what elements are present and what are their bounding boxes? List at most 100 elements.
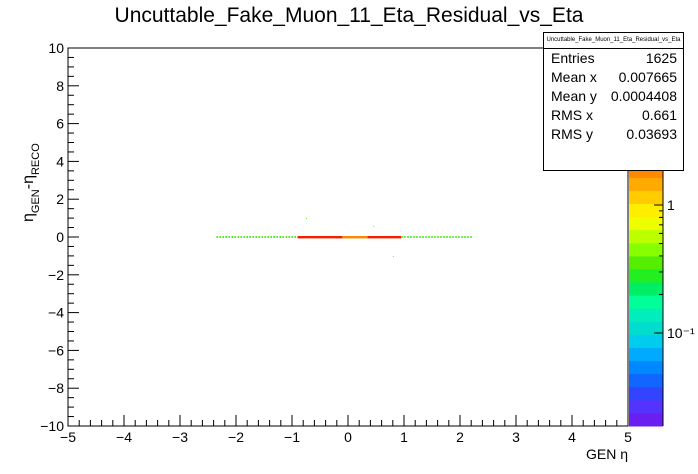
heatmap-cell (416, 236, 418, 238)
heatmap-cell (237, 236, 239, 238)
heatmap-cell (440, 236, 442, 238)
heatmap-cell (267, 236, 269, 238)
heatmap-cell (243, 236, 245, 238)
stats-row-rms-y: RMS y 0.03693 (544, 125, 683, 144)
heatmap-cell (461, 236, 463, 238)
heatmap-cell (437, 236, 439, 238)
x-tick-label: 1 (400, 429, 408, 445)
heatmap-cell (464, 236, 466, 238)
heatmap-cell (455, 236, 457, 238)
heatmap-cell (228, 236, 230, 238)
heatmap-cell (258, 236, 260, 238)
y-axis-title-wrap: ηGEN-ηRECO (19, 122, 42, 222)
heatmap-outlier (373, 225, 375, 227)
colorbar-band (629, 216, 663, 231)
heatmap-cell (297, 236, 343, 239)
x-tick-label: 4 (568, 429, 576, 445)
y-tick-label: 10 (48, 40, 64, 56)
stats-label: RMS y (551, 126, 593, 142)
heatmap-cell (425, 236, 427, 238)
stats-value: 0.661 (641, 107, 677, 123)
x-axis-title: GEN η (585, 446, 628, 462)
x-axis: −5 −4 −3 −2 −1 0 1 2 3 4 5 (60, 415, 632, 445)
heatmap-cell (342, 236, 368, 239)
heatmap-outlier (306, 218, 307, 220)
heatmap-cell (261, 236, 263, 238)
stats-row-mean-x: Mean x 0.007665 (544, 68, 683, 87)
y-axis: −10 −8 −6 −4 −2 0 2 4 6 8 10 (40, 40, 79, 434)
x-tick-label: 3 (512, 429, 520, 445)
heatmap-cell (249, 236, 251, 238)
x-tick-label: −5 (60, 429, 76, 445)
stats-value: 0.007665 (618, 69, 677, 85)
heatmap-cell (404, 236, 406, 238)
heatmap-cell (291, 236, 293, 238)
heatmap-cell (367, 236, 402, 239)
x-tick-label: −3 (172, 429, 188, 445)
colorbar-band (629, 229, 663, 244)
y-tick-label: 8 (56, 78, 64, 94)
stats-box: Uncuttable_Fake_Muon_11_Eta_Residual_vs_… (543, 32, 684, 171)
colorbar-band (629, 412, 663, 427)
heatmap-cell (428, 236, 430, 238)
stats-value: 0.0004408 (610, 88, 677, 104)
heatmap-cell (467, 236, 469, 238)
colorbar-band (629, 242, 663, 257)
stats-value: 1625 (645, 50, 677, 66)
y-tick-label: −4 (48, 305, 64, 321)
heatmap-cell (216, 236, 218, 238)
stats-label: Mean y (551, 88, 597, 104)
heatmap-cell (255, 236, 257, 238)
heatmap-cell (446, 236, 448, 238)
heatmap-cell (231, 236, 233, 238)
colorbar-band (629, 308, 663, 322)
heatmap-cell (264, 236, 266, 238)
x-tick-label: −1 (284, 429, 300, 445)
heatmap-cell (288, 236, 290, 238)
colorbar-band (629, 190, 663, 205)
stats-row-entries: Entries 1625 (544, 49, 683, 68)
stats-label: Entries (551, 50, 595, 66)
colorbar-band (629, 203, 663, 218)
colorbar-band (629, 360, 663, 375)
heatmap-cell (431, 236, 433, 238)
heatmap-cell (410, 236, 412, 238)
y-tick-label: −2 (48, 267, 64, 283)
heatmap-cell (279, 236, 281, 238)
heatmap-cell (434, 236, 436, 238)
stats-label: Mean x (551, 69, 597, 85)
heatmap-cell (285, 236, 287, 238)
y-tick-label: −6 (48, 342, 64, 358)
heatmap-outlier (392, 255, 394, 257)
heatmap-cell (276, 236, 278, 238)
heatmap-cell (449, 236, 451, 238)
colorbar-band (629, 347, 663, 362)
stats-label: RMS x (551, 107, 593, 123)
y-tick-label: 6 (56, 116, 64, 132)
heatmap-cell (413, 236, 415, 238)
heatmap-cell (219, 236, 221, 238)
y-tick-label: −8 (48, 380, 64, 396)
heatmap-cell (419, 236, 421, 238)
heatmap-cell (458, 236, 460, 238)
heatmap-cell (273, 236, 275, 238)
heatmap-cell (294, 236, 296, 238)
stats-row-mean-y: Mean y 0.0004408 (544, 87, 683, 106)
colorbar-band (629, 295, 663, 309)
colorbar-band (629, 282, 663, 296)
heatmap-cell (234, 236, 236, 238)
y-tick-label: −10 (40, 418, 64, 434)
heatmap-cell (240, 236, 242, 238)
y-tick-label: 0 (56, 229, 64, 245)
colorbar-band (629, 321, 663, 335)
colorbar-band (629, 177, 663, 191)
x-tick-label: −2 (228, 429, 244, 445)
stats-value: 0.03693 (626, 126, 677, 142)
x-tick-label: 2 (456, 429, 464, 445)
colorbar-tick-label: 1 (667, 197, 675, 213)
x-tick-label: 5 (624, 429, 632, 445)
heatmap-cell (407, 236, 409, 238)
colorbar-band (629, 399, 663, 414)
heatmap-cell (470, 236, 472, 238)
colorbar-band (629, 268, 663, 283)
